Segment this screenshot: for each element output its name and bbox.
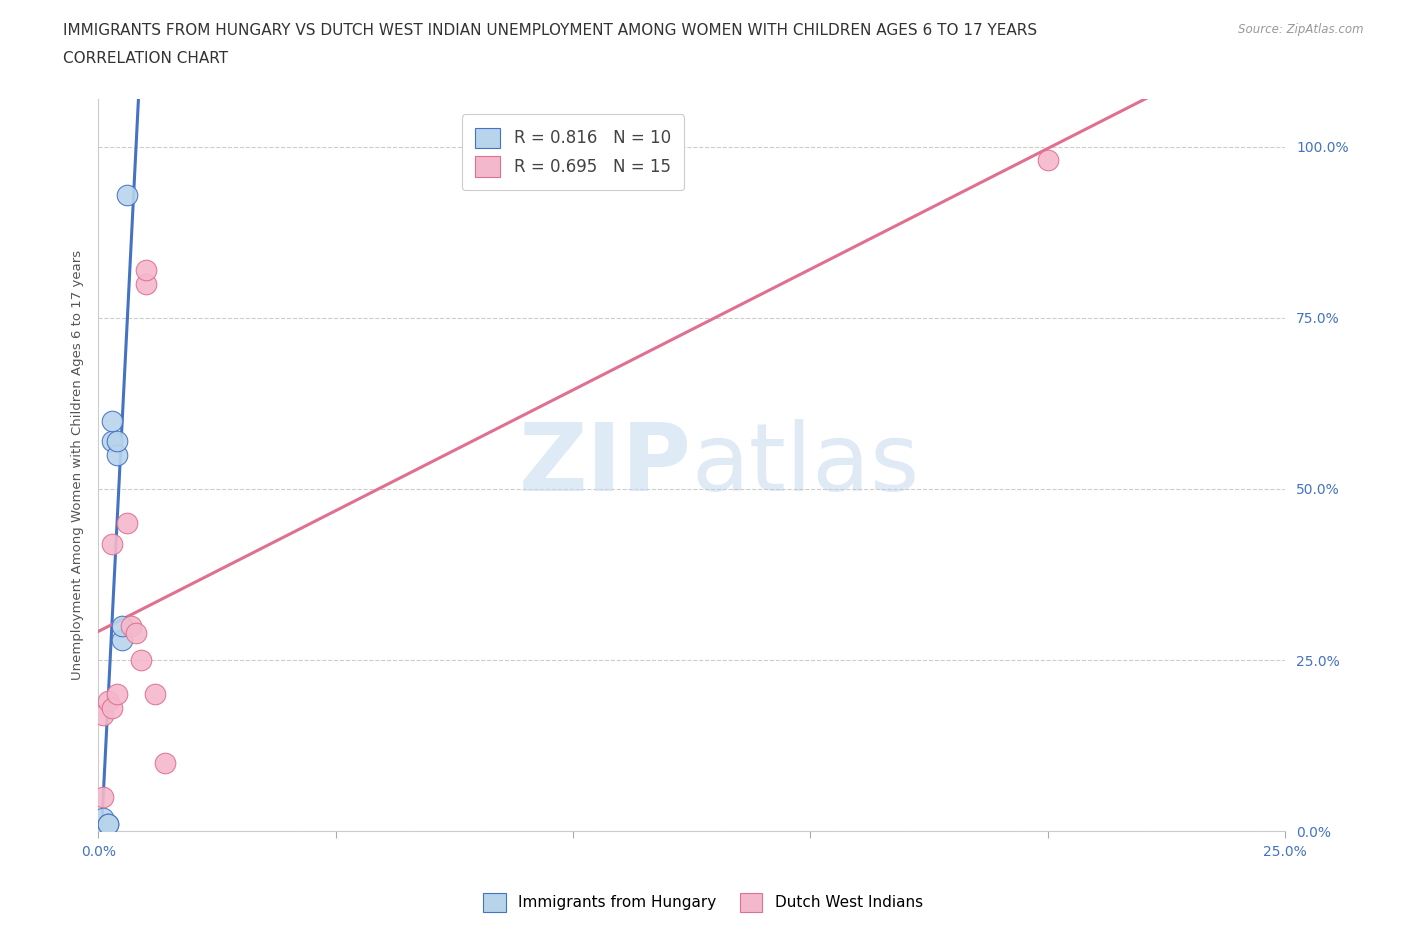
Point: [97, 817, 120, 832]
Point: [115, 187, 138, 202]
Legend: Immigrants from Hungary, Dutch West Indians: Immigrants from Hungary, Dutch West Indi…: [477, 887, 929, 918]
Text: Source: ZipAtlas.com: Source: ZipAtlas.com: [1239, 23, 1364, 36]
Point: [135, 276, 157, 291]
Point: [125, 625, 148, 640]
Point: [120, 618, 142, 633]
Point: [91, 810, 114, 825]
Point: [97, 694, 120, 709]
Point: [91, 708, 114, 723]
Point: [135, 262, 157, 277]
Point: [101, 537, 124, 551]
Text: CORRELATION CHART: CORRELATION CHART: [63, 51, 228, 66]
Point: [105, 433, 128, 448]
Point: [91, 790, 114, 804]
Text: ZIP: ZIP: [519, 419, 692, 511]
Point: [97, 817, 120, 832]
Text: IMMIGRANTS FROM HUNGARY VS DUTCH WEST INDIAN UNEMPLOYMENT AMONG WOMEN WITH CHILD: IMMIGRANTS FROM HUNGARY VS DUTCH WEST IN…: [63, 23, 1038, 38]
Point: [115, 516, 138, 531]
Point: [143, 687, 166, 702]
Point: [111, 618, 134, 633]
Point: [105, 447, 128, 462]
Point: [1036, 153, 1059, 167]
Y-axis label: Unemployment Among Women with Children Ages 6 to 17 years: Unemployment Among Women with Children A…: [72, 250, 84, 680]
Point: [105, 687, 128, 702]
Point: [101, 433, 124, 448]
Point: [129, 653, 152, 668]
Point: [101, 700, 124, 715]
Legend: R = 0.816   N = 10, R = 0.695   N = 15: R = 0.816 N = 10, R = 0.695 N = 15: [461, 114, 683, 190]
Point: [101, 413, 124, 428]
Text: atlas: atlas: [692, 419, 920, 511]
Point: [111, 632, 134, 647]
Point: [153, 755, 176, 770]
